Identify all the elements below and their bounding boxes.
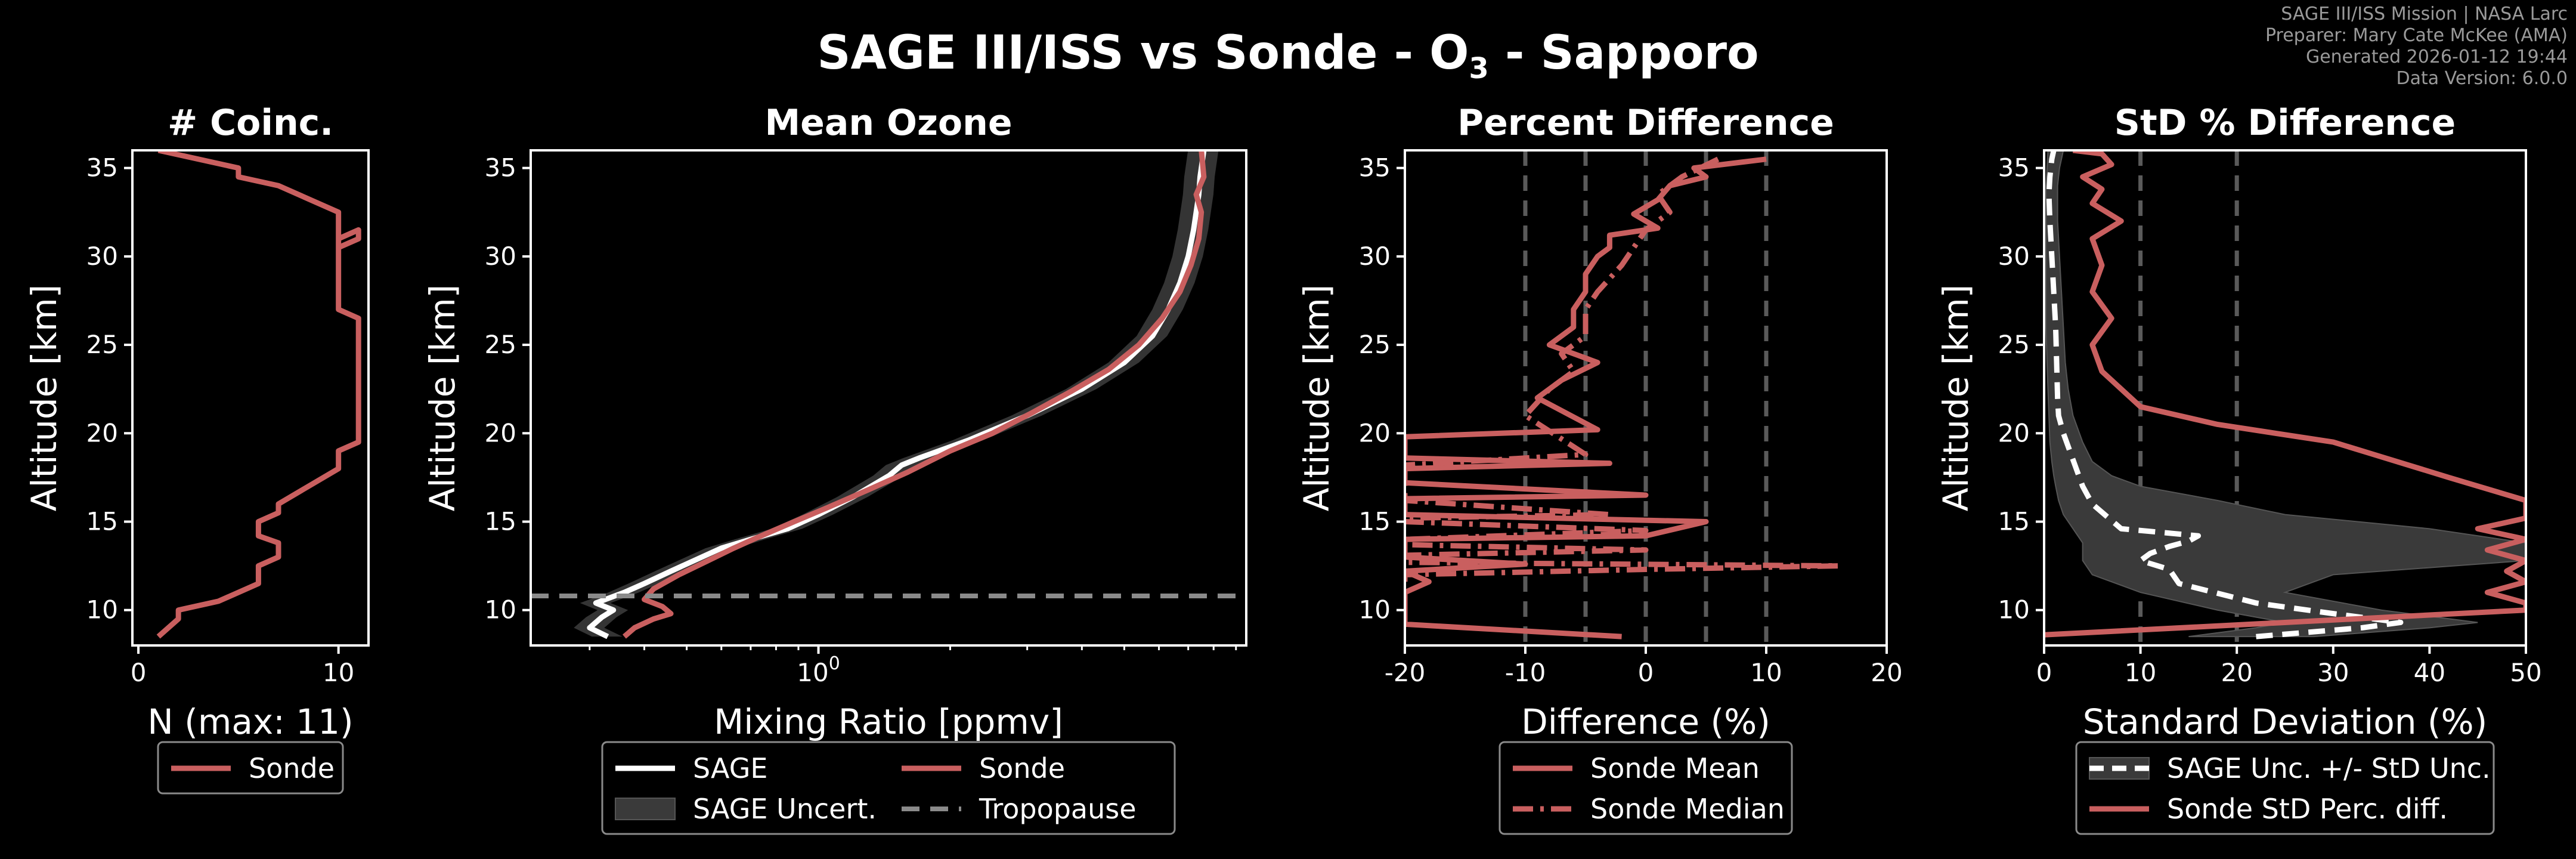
y-tick-label: 30 xyxy=(485,242,516,271)
axes-frame xyxy=(530,149,1247,647)
x-tick-label: -10 xyxy=(1505,658,1546,687)
legend-label: Sonde xyxy=(979,752,1065,784)
y-tick-label: 35 xyxy=(86,153,118,183)
legend-label: Tropopause xyxy=(979,793,1137,825)
x-tick-label: 10 xyxy=(1750,658,1782,687)
y-tick-label: 10 xyxy=(1998,595,2030,625)
y-tick-label: 35 xyxy=(1359,153,1391,183)
legend-label: SAGE Uncert. xyxy=(693,793,877,825)
series-line-sonde xyxy=(623,150,1207,639)
panel-title: StD % Difference xyxy=(2114,102,2456,144)
legend-label: Sonde xyxy=(249,752,335,784)
y-tick-label: 25 xyxy=(1998,330,2030,359)
panel-title: Mean Ozone xyxy=(764,102,1012,144)
panel-title: Percent Difference xyxy=(1457,102,1834,144)
panel-title: # Coinc. xyxy=(168,102,333,144)
metadata-line: Generated 2026-01-12 19:44 xyxy=(2305,47,2568,67)
panel-coinc: 10 15 20 25 30 35 0 10 # Coinc. N (max: 11) Altitu… xyxy=(24,102,370,795)
legend-swatch xyxy=(615,798,676,820)
figure-metadata: SAGE III/ISS Mission | NASA Larc Prepare… xyxy=(2265,4,2568,89)
y-tick-label: 15 xyxy=(86,507,118,536)
y-tick-label: 10 xyxy=(86,595,118,625)
x-axis-label: Standard Deviation (%) xyxy=(2083,702,2488,742)
legend-label: Sonde Median xyxy=(1590,793,1785,825)
plot-area xyxy=(156,150,361,639)
axes-frame xyxy=(131,149,370,647)
metadata-line: Preparer: Mary Cate McKee (AMA) xyxy=(2265,25,2568,46)
plot-area xyxy=(531,150,1246,639)
legend-frame xyxy=(1498,741,1793,835)
plot-area xyxy=(1405,150,1841,645)
x-tick-label: 50 xyxy=(2510,658,2541,687)
y-tick-label: 15 xyxy=(1359,507,1391,536)
y-axis-label: Altitude [km] xyxy=(24,285,64,511)
y-tick-label: 25 xyxy=(485,330,516,359)
x-axis-label: N (max: 11) xyxy=(147,702,353,742)
x-tick-label: 0 xyxy=(2036,658,2052,687)
x-tick-label: 30 xyxy=(2317,658,2349,687)
legend-label: SAGE Unc. +/- StD Unc. xyxy=(2167,752,2491,784)
series-line-sonde-std-perc-diff- xyxy=(2044,150,2526,638)
x-tick-label: 10 xyxy=(2125,658,2156,687)
y-axis-label: Altitude [km] xyxy=(1296,285,1337,511)
legend-label: SAGE xyxy=(693,752,767,784)
x-axis-label: Mixing Ratio [ppmv] xyxy=(714,702,1063,742)
legend-frame xyxy=(2075,741,2495,835)
metadata-line: SAGE III/ISS Mission | NASA Larc xyxy=(2281,4,2568,24)
legend: SAGE Unc. +/- StD Unc. Sonde StD Perc. di… xyxy=(2075,741,2495,835)
y-tick-label: 35 xyxy=(1998,153,2030,183)
y-tick-label: 20 xyxy=(1359,418,1391,447)
panel-percent_diff: 10 15 20 25 30 35 -20 -10 0 10 20 Percent Differenc… xyxy=(1296,102,1903,835)
y-tick-label: 30 xyxy=(1998,242,2030,271)
metadata-line: Data Version: 6.0.0 xyxy=(2396,68,2568,89)
axes-frame xyxy=(2043,149,2527,647)
y-tick-label: 30 xyxy=(1359,242,1391,271)
x-tick-label: 0 xyxy=(131,658,147,687)
y-tick-label: 25 xyxy=(1359,330,1391,359)
x-tick-label: 10 xyxy=(323,658,354,687)
x-axis-label: Difference (%) xyxy=(1521,702,1770,742)
y-tick-label: 20 xyxy=(485,418,516,447)
figure-title: SAGE III/ISS vs Sonde - O3 - Sapporo xyxy=(817,26,1758,85)
panel-mean_ozone: 10 15 20 25 30 35 100 Mean Ozone Mixing Ratio [p… xyxy=(422,102,1247,835)
y-axis-label: Altitude [km] xyxy=(422,285,463,511)
y-tick-label: 10 xyxy=(1359,595,1391,625)
y-tick-label: 20 xyxy=(86,418,118,447)
uncertainty-band xyxy=(2045,150,2526,638)
legend-frame xyxy=(157,741,344,795)
x-tick-label: 40 xyxy=(2414,658,2445,687)
legend: SAGE Sonde SAGE Uncert. Tropopause xyxy=(601,741,1176,835)
legend: Sonde xyxy=(157,741,344,795)
y-tick-label: 25 xyxy=(86,330,118,359)
series-line-sage-unc-std-unc- xyxy=(2046,150,2404,639)
legend: Sonde Mean Sonde Median xyxy=(1498,741,1793,835)
x-tick-label: 100 xyxy=(797,653,840,687)
series-line-sonde xyxy=(156,150,361,639)
legend-frame xyxy=(601,741,1176,835)
panel-std_diff: 10 15 20 25 30 35 0 10 20 30 40 50 StD % Difference S… xyxy=(1936,102,2542,835)
series-line-sonde-mean xyxy=(1405,156,1767,639)
y-tick-label: 10 xyxy=(485,595,516,625)
y-tick-label: 35 xyxy=(485,153,516,183)
legend-label: Sonde StD Perc. diff. xyxy=(2167,793,2448,825)
series-line-sonde-median xyxy=(1405,156,1841,582)
y-tick-label: 15 xyxy=(1998,507,2030,536)
x-tick-label: 20 xyxy=(1871,658,1902,687)
y-tick-label: 15 xyxy=(485,507,516,536)
x-tick-label: 20 xyxy=(2221,658,2252,687)
x-tick-label: -20 xyxy=(1385,658,1426,687)
x-tick-label: 0 xyxy=(1638,658,1654,687)
legend-label: Sonde Mean xyxy=(1590,752,1760,784)
y-axis-label: Altitude [km] xyxy=(1936,285,1976,511)
y-tick-label: 20 xyxy=(1998,418,2030,447)
plot-area xyxy=(2044,150,2526,645)
y-tick-label: 30 xyxy=(86,242,118,271)
